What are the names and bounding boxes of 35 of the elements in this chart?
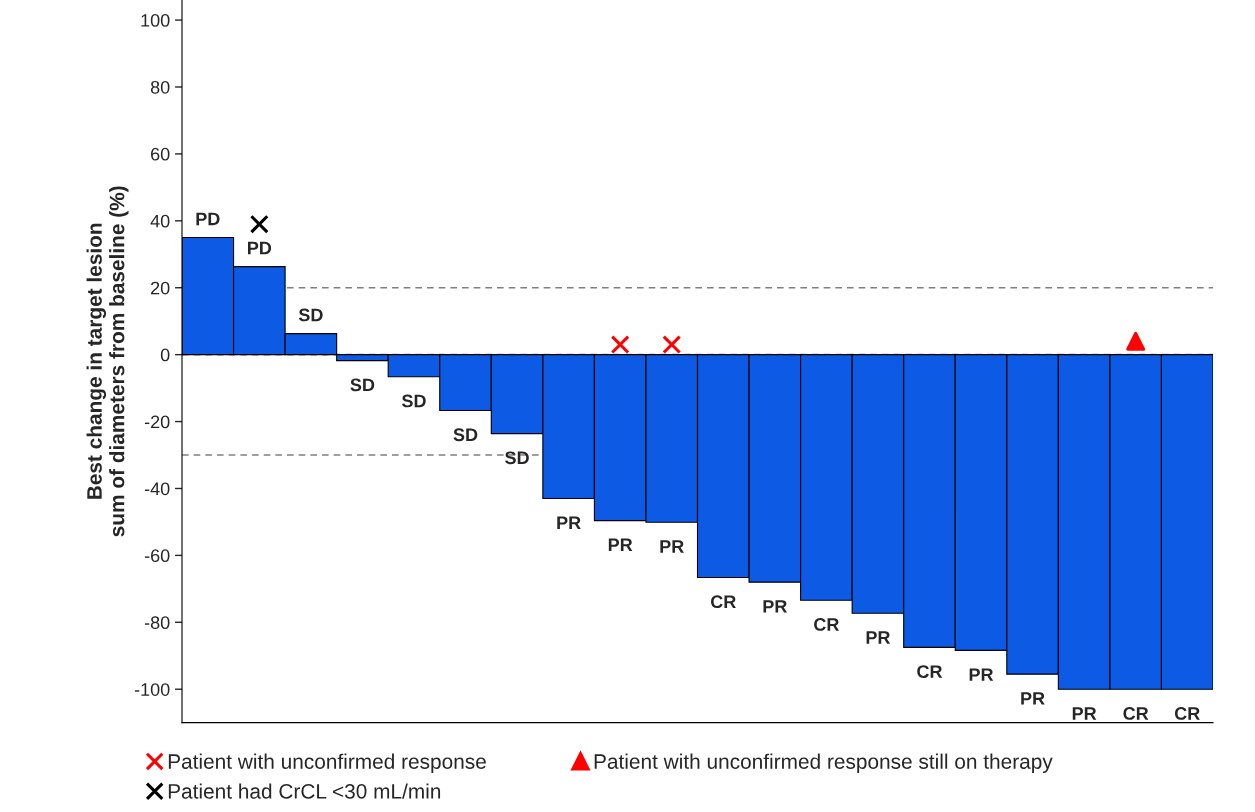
y-tick-label: 100 [141,14,170,27]
data-label: PD [196,212,220,226]
y-tick-label: -80 [144,616,170,630]
data-label: PR [763,600,787,613]
data-label: PR [1072,707,1097,720]
y-tick-label: 40 [150,214,170,228]
legend-label: Patient with unconfirmed response still on therapy [594,753,1053,774]
y-tick-label: 20 [151,281,170,295]
data-label: PR [557,516,581,529]
legend-label: Patient had CrCL <30 mL/min [168,783,441,799]
data-label: PD [247,241,272,255]
data-label: PR [1021,692,1045,705]
data-label: CR [814,618,840,631]
y-tick-label: 60 [151,147,170,161]
data-label: CR [917,665,943,679]
data-label: CR [1123,707,1149,720]
data-label: CR [1174,707,1200,720]
y-axis-title: Best change in target lesion sum of diameters from baseline (%) [86,186,129,537]
y-tick-label: 80 [150,80,170,94]
data-label: CR [710,595,736,609]
data-label: SD [298,308,323,322]
data-label: PR [866,631,891,644]
data-label: SD [401,394,426,408]
y-tick-label: -20 [144,415,170,429]
legend-label: Patient with unconfirmed response [168,753,486,774]
y-tick-label: -60 [144,549,170,563]
data-label: PR [660,540,684,553]
y-tick-label: -40 [144,482,170,496]
data-label: PR [608,538,633,552]
y-tick-label: 0 [160,348,170,362]
data-label: SD [505,451,529,465]
data-label: PR [969,668,994,681]
y-tick-label: -100 [134,683,170,696]
data-label: SD [453,428,478,442]
data-label: SD [350,378,375,392]
